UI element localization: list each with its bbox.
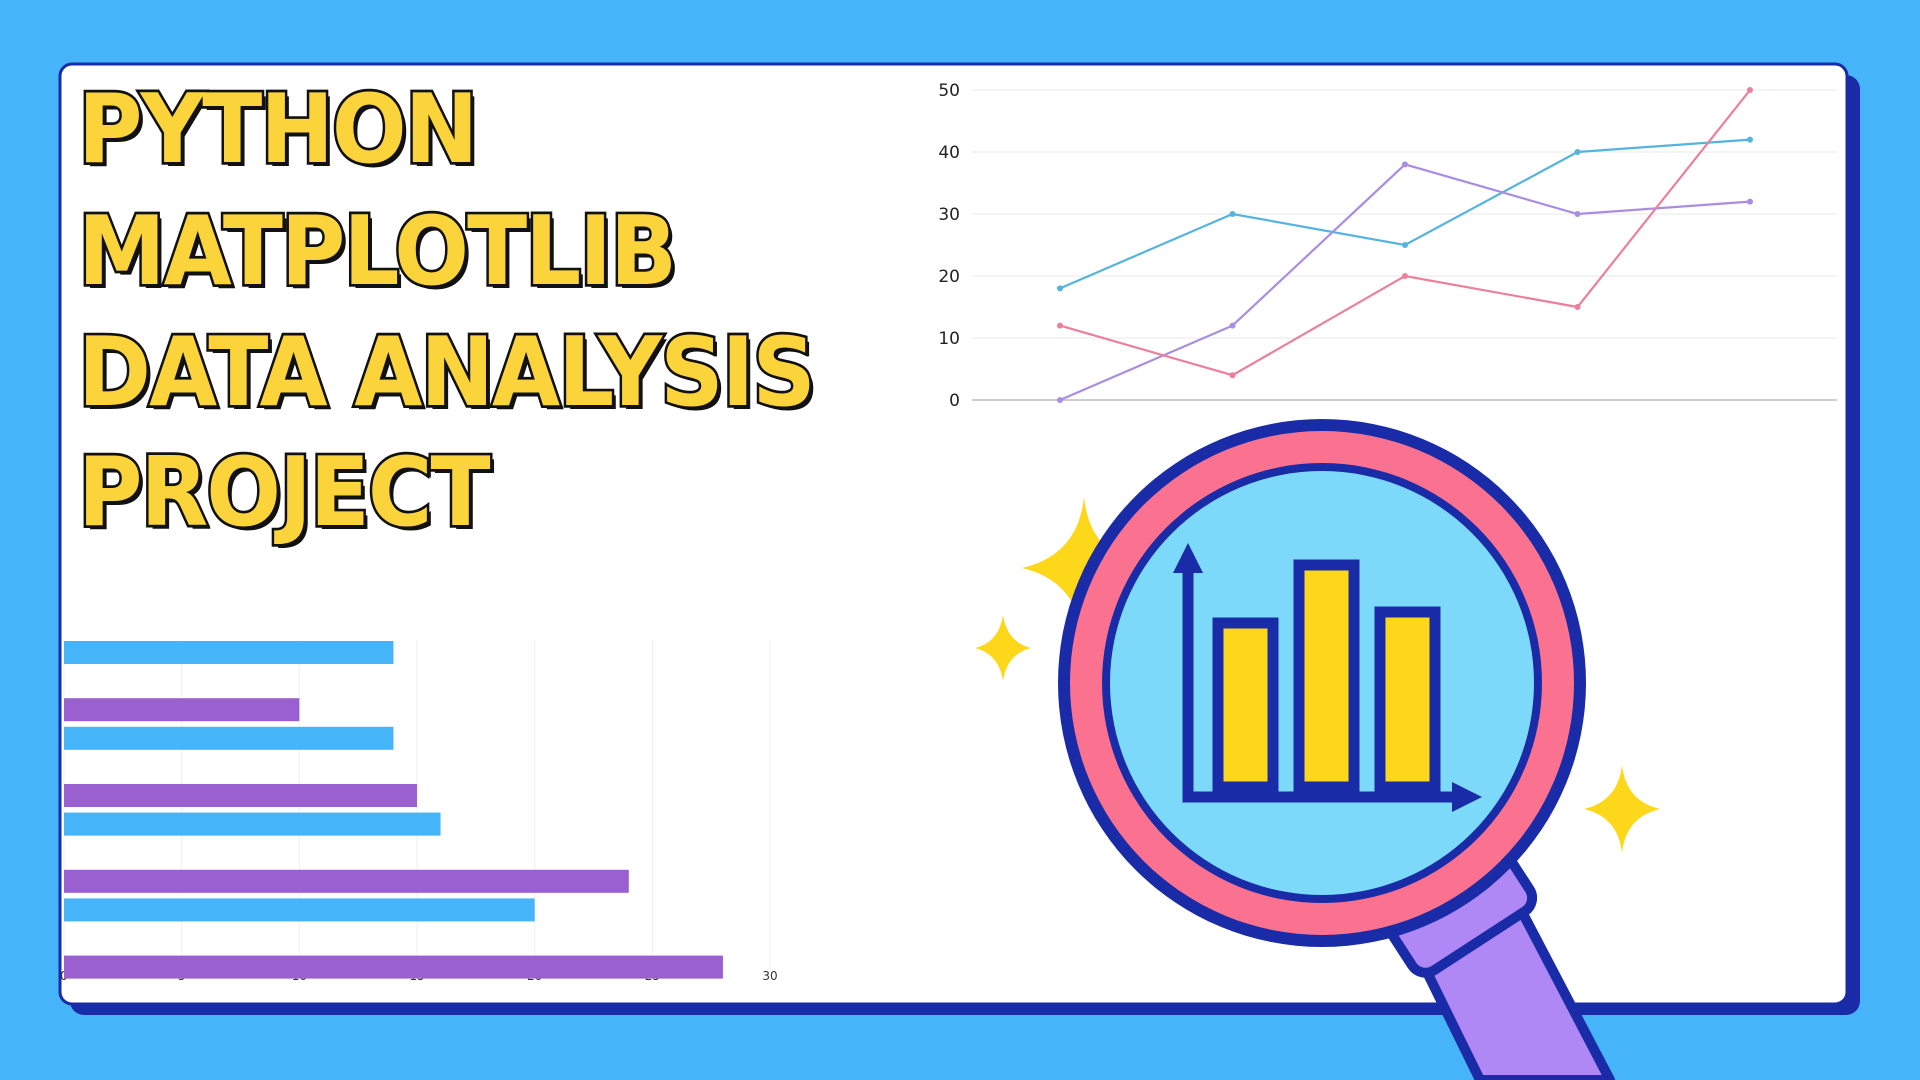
title-line-3: DATA ANALYSIS [76, 316, 819, 428]
data-point [1574, 149, 1581, 155]
data-point [1574, 211, 1581, 217]
data-point [1229, 372, 1236, 379]
y-tick-label: 10 [938, 329, 960, 349]
bar [64, 784, 417, 807]
y-tick-label: 50 [938, 81, 960, 101]
data-point [1402, 161, 1408, 168]
data-point [1057, 397, 1063, 403]
y-tick-label: 0 [949, 391, 960, 411]
data-point [1747, 87, 1753, 93]
data-point [1747, 136, 1753, 143]
line-chart: 0 10 20 30 40 50 [938, 81, 1837, 411]
bar [64, 698, 300, 722]
bar [64, 726, 394, 750]
bar [64, 812, 441, 836]
sparkle-icon [975, 615, 1031, 681]
bar [64, 955, 723, 979]
data-point [1402, 242, 1408, 248]
bar [64, 869, 629, 893]
x-tick-label: 30 [762, 969, 777, 983]
sparkle-icon [1584, 765, 1660, 853]
bar-chart: 051015202530 [60, 640, 778, 983]
data-point [1402, 273, 1408, 279]
bar [64, 641, 394, 664]
title-line-1: PYTHON [75, 73, 480, 185]
title-line-2: MATPLOTLIB [75, 195, 679, 307]
data-point [1057, 285, 1063, 292]
y-tick-label: 30 [938, 205, 960, 225]
magnifying-glass-icon [1058, 419, 1615, 1080]
bar [64, 898, 535, 922]
data-point [1229, 211, 1236, 217]
data-point [1574, 304, 1581, 310]
title-line-4: PROJECT [76, 436, 494, 548]
bar-chart-icon [1173, 543, 1482, 812]
data-point [1057, 322, 1063, 329]
data-point [1747, 198, 1753, 205]
y-tick-label: 40 [938, 143, 960, 163]
y-tick-label: 20 [938, 267, 960, 287]
data-point [1229, 322, 1236, 329]
